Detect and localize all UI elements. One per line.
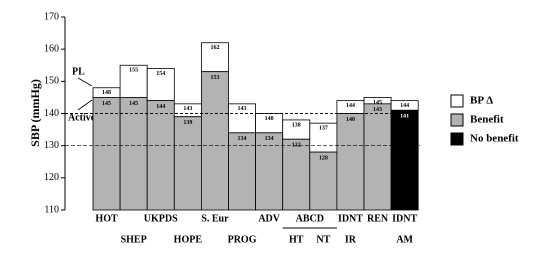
active-bar [146,100,175,211]
value-label: 145 [102,101,111,107]
legend-swatch [450,132,464,146]
active-bar [363,103,392,211]
placebo-delta-bar [200,42,229,73]
value-label: 138 [292,122,301,128]
value-label: 143 [183,106,192,112]
x-tick-label: SHEP [121,234,147,245]
active-bar [228,132,257,211]
y-tick-label: 140 [44,108,59,119]
legend-label: Benefit [470,114,504,126]
active-bar [92,97,121,211]
active-bar [200,71,229,211]
value-label: 137 [319,126,328,132]
annotation: Active [68,112,96,123]
x-tick-label: REN [367,213,389,224]
active-bar [336,113,365,211]
x-tick-label: HT [289,234,304,245]
value-label: 145 [129,101,138,107]
value-label: 143 [373,107,382,113]
y-tick-label: 130 [44,140,59,151]
active-bar [255,132,284,211]
y-tick-label: 120 [44,172,59,183]
x-tick-label: AM [396,234,413,245]
y-tick-label: 150 [44,76,59,87]
x-tick-label: S. Eur [201,213,229,224]
legend-swatch [450,113,464,127]
value-label: 144 [346,103,355,109]
y-tick-label: 170 [44,11,59,22]
value-label: 148 [102,90,111,96]
value-label: 154 [156,71,165,77]
value-label: 153 [210,75,219,81]
y-tick-label: 110 [44,204,59,215]
placebo-delta-bar [146,68,175,102]
value-label: 140 [346,117,355,123]
x-tick-label: PROG [228,234,257,245]
x-tick-label: NT [316,234,330,245]
legend-label: No benefit [470,133,519,145]
value-label: 128 [319,155,328,161]
y-tick-label: 160 [44,43,59,54]
x-tick-label: IR [345,234,357,245]
value-label: 143 [238,106,247,112]
value-label: 140 [265,116,274,122]
active-bar [119,97,148,211]
arrow [77,99,93,111]
value-label: 139 [183,120,192,126]
legend-swatch [450,94,464,108]
arrow [77,77,93,87]
group-label: ABCD [296,213,324,224]
legend-label: BP Δ [470,95,493,107]
value-label: 134 [265,136,274,142]
value-label: 145 [373,100,382,106]
group-label: IDNT [392,213,417,224]
value-label: 155 [129,68,138,74]
value-label: 144 [156,104,165,110]
active-bar [309,151,338,211]
y-axis-title: SBP (mmHg) [28,79,42,147]
active-bar [282,138,311,211]
x-tick-label: UKPDS [144,213,178,224]
annotation: PL [72,66,85,77]
group-label: IDNT [338,213,363,224]
active-bar [173,116,202,211]
value-label: 144 [400,103,409,109]
value-label: 141 [400,114,409,120]
value-label: 134 [238,136,247,142]
x-tick-label: HOT [95,213,118,224]
active-bar [390,109,419,211]
x-tick-label: ADV [258,213,280,224]
x-tick-label: HOPE [174,234,203,245]
value-label: 162 [210,45,219,51]
